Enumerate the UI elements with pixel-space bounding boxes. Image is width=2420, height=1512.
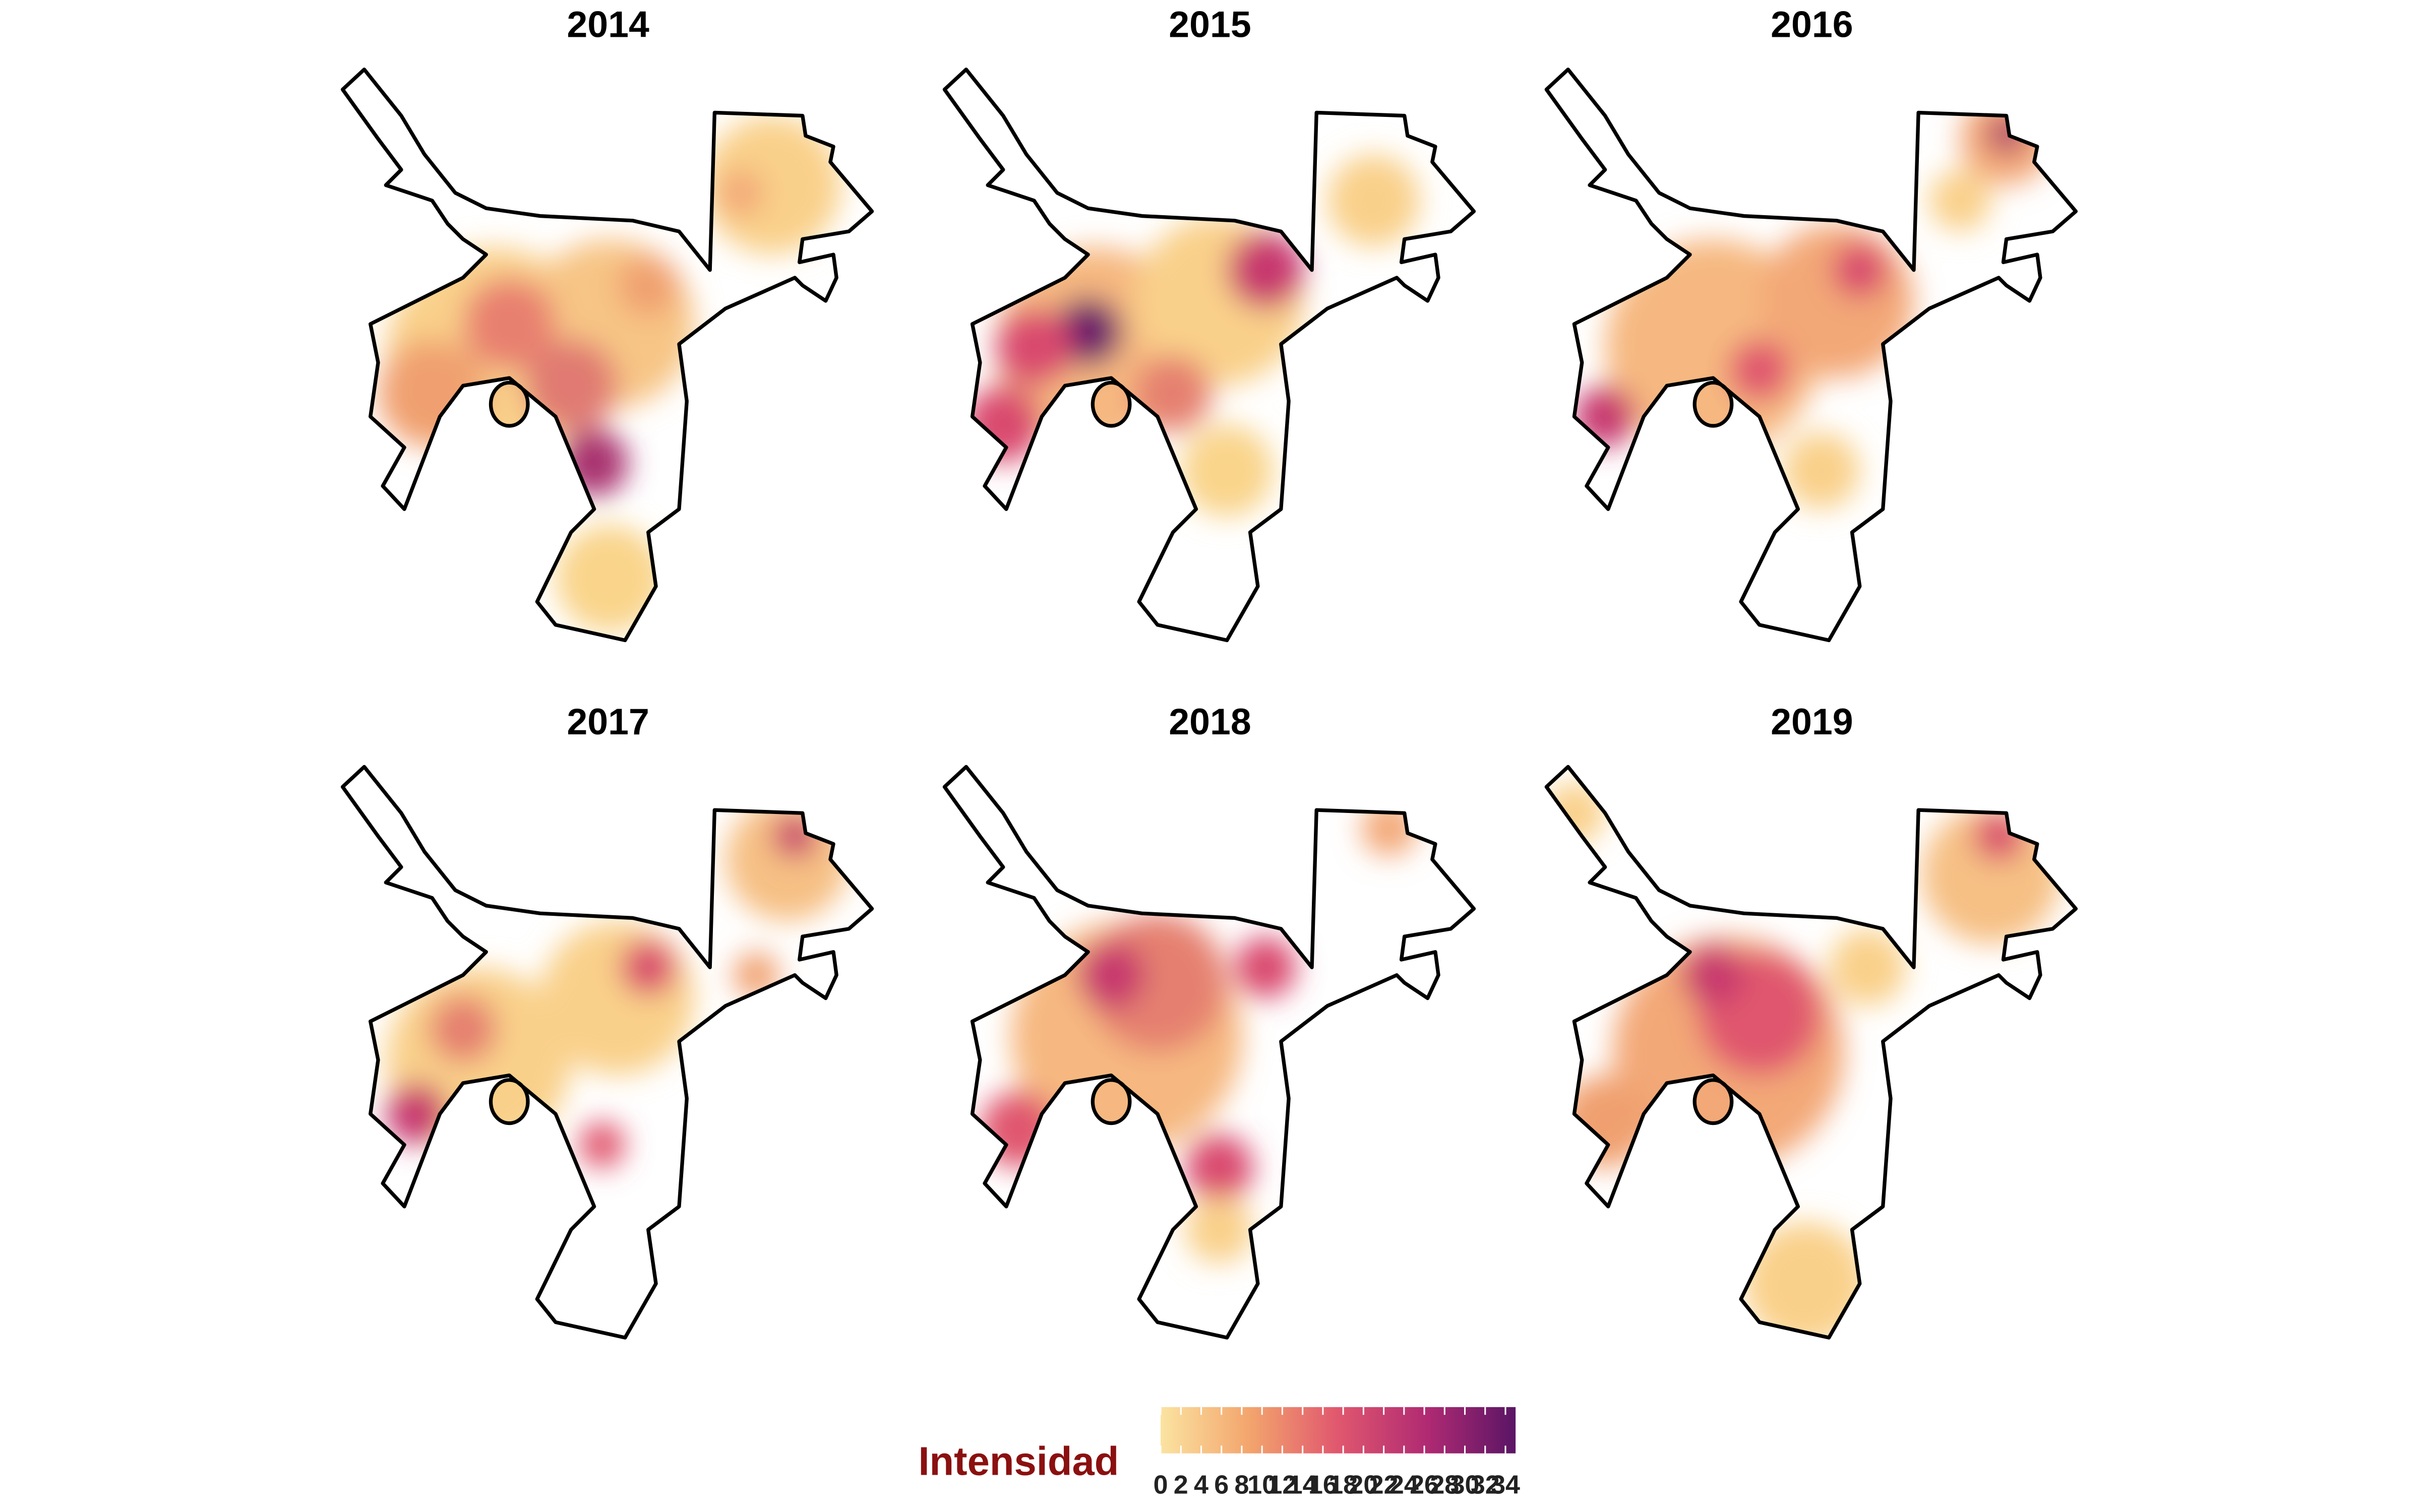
legend-tick-label: 34 xyxy=(1491,1470,1520,1499)
legend-tick-label: 2 xyxy=(1174,1470,1188,1499)
panel-title: 2014 xyxy=(567,3,649,45)
legend-tick-label: 16 xyxy=(1308,1470,1338,1499)
legend-title: Intensidad xyxy=(918,1439,1119,1484)
legend-tick-label: 12 xyxy=(1268,1470,1297,1499)
map-panel xyxy=(343,767,872,1338)
legend-tick-label: 22 xyxy=(1369,1470,1399,1499)
map-panel xyxy=(944,767,1474,1338)
legend-tick-label: 24 xyxy=(1389,1470,1419,1499)
legend-tick-label: 30 xyxy=(1450,1470,1480,1499)
panel-title: 2018 xyxy=(1169,701,1251,742)
legend-tick-label: 28 xyxy=(1430,1470,1459,1499)
legend-colorbar xyxy=(1161,1407,1516,1454)
panel-title: 2015 xyxy=(1169,3,1251,45)
panel-title: 2017 xyxy=(567,701,649,742)
legend-tick-label: 18 xyxy=(1328,1470,1358,1499)
legend-tick-label: 6 xyxy=(1214,1470,1229,1499)
legend-tick-label: 4 xyxy=(1194,1470,1208,1499)
panel-title: 2016 xyxy=(1771,3,1853,45)
map-panel xyxy=(1546,70,2076,641)
legend-tick-label: 14 xyxy=(1288,1470,1317,1499)
panel-title: 2019 xyxy=(1771,701,1853,742)
legend-tick-label: 32 xyxy=(1471,1470,1500,1499)
legend-tick-label: 26 xyxy=(1410,1470,1439,1499)
map-panel xyxy=(944,70,1474,641)
legend-tick-label: 20 xyxy=(1349,1470,1378,1499)
map-panel xyxy=(1543,767,2076,1345)
legend-tick-label: 8 xyxy=(1235,1470,1249,1499)
legend-tick-label: 10 xyxy=(1247,1470,1277,1499)
map-panel xyxy=(343,70,872,641)
legend-tick-label: 0 xyxy=(1154,1470,1168,1499)
